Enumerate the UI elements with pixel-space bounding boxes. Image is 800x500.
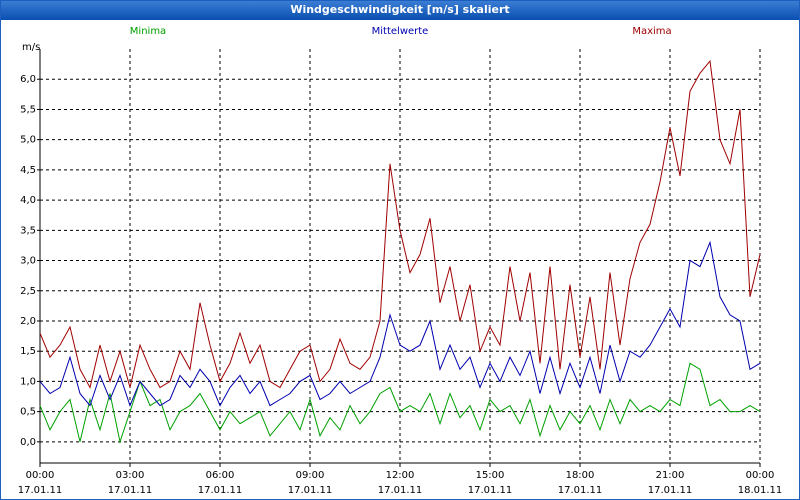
x-tick-label: 09:00 17.01.11 — [288, 470, 333, 496]
y-tick-label: 1,0 — [20, 376, 36, 387]
y-tick-label: 0,0 — [20, 437, 36, 448]
y-tick-label: 2,5 — [20, 286, 36, 297]
series-line — [39, 59, 761, 389]
x-tick-label: 06:00 17.01.11 — [198, 470, 243, 496]
y-tick-label: 3,5 — [20, 225, 36, 236]
y-tick-label: 1,5 — [20, 346, 36, 357]
x-tick-label: 21:00 17.01.11 — [648, 470, 693, 496]
chart-title: Windgeschwindigkeit [m/s] skaliert — [290, 3, 509, 16]
y-tick-label: 4,5 — [20, 165, 36, 176]
y-tick-label: 5,5 — [20, 104, 36, 115]
x-tick-label: 15:00 17.01.11 — [468, 470, 513, 496]
x-tick-label: 12:00 17.01.11 — [378, 470, 423, 496]
y-tick-label: 0,5 — [20, 407, 36, 418]
x-tick-label: 00:00 18.01.11 — [738, 470, 783, 496]
series-line — [39, 240, 761, 408]
y-tick-label: 2,0 — [20, 316, 36, 327]
legend-entry: Mittelwerte — [372, 26, 429, 37]
x-tick-label: 18:00 17.01.11 — [558, 470, 603, 496]
y-axis-label: m/s — [22, 42, 40, 53]
legend-entry: Minima — [130, 26, 166, 37]
series-line — [39, 362, 761, 444]
x-tick-label: 00:00 17.01.11 — [18, 470, 63, 496]
legend-entry: Maxima — [632, 26, 671, 37]
y-tick-label: 6,0 — [20, 74, 36, 85]
y-tick-label: 3,0 — [20, 256, 36, 267]
x-tick-label: 03:00 17.01.11 — [108, 470, 153, 496]
y-tick-label: 4,0 — [20, 195, 36, 206]
y-tick-label: 5,0 — [20, 135, 36, 146]
title-bar — [0, 0, 800, 20]
